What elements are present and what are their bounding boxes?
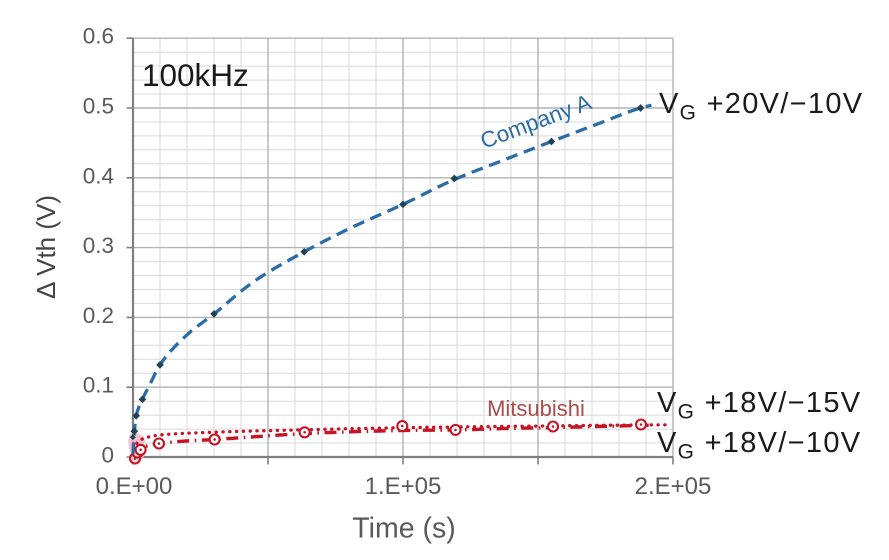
- svg-text:0.E+00: 0.E+00: [96, 473, 173, 500]
- svg-text:100kHz: 100kHz: [142, 57, 249, 93]
- svg-text:0.5: 0.5: [83, 94, 114, 119]
- svg-text:Time (s): Time (s): [352, 513, 455, 545]
- svg-text:0.3: 0.3: [83, 233, 114, 258]
- svg-text:0.2: 0.2: [83, 303, 114, 328]
- svg-text:2.E+05: 2.E+05: [635, 473, 712, 500]
- svg-text:VG +18V/−15V: VG +18V/−15V: [657, 387, 861, 423]
- svg-text:0.1: 0.1: [83, 373, 114, 398]
- svg-text:Mitsubishi: Mitsubishi: [487, 396, 585, 421]
- svg-text:Δ Vth (V): Δ Vth (V): [31, 195, 61, 299]
- svg-text:0: 0: [101, 443, 114, 468]
- svg-text:1.E+05: 1.E+05: [365, 473, 442, 500]
- svg-text:VG +20V/−10V: VG +20V/−10V: [659, 88, 863, 124]
- svg-text:0.4: 0.4: [83, 163, 114, 188]
- svg-text:0.6: 0.6: [83, 24, 114, 49]
